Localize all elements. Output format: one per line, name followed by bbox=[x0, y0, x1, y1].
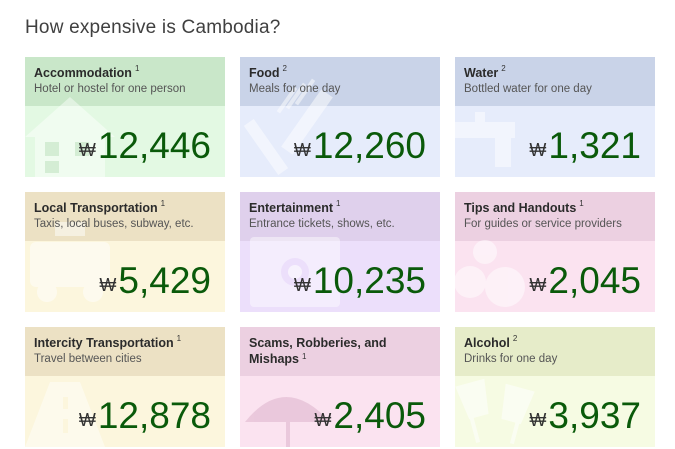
card-subtitle: Entrance tickets, shows, etc. bbox=[249, 218, 395, 230]
card-head bbox=[25, 57, 225, 106]
card-body bbox=[455, 106, 655, 177]
card-price: ₩12,878 bbox=[78, 395, 211, 436]
card-head bbox=[240, 327, 440, 376]
card-head bbox=[455, 192, 655, 241]
card-price: ₩2,045 bbox=[529, 260, 641, 301]
card-subtitle: Bottled water for one day bbox=[464, 83, 592, 95]
card-accommodation[interactable]: Accommodation 1 Hotel or hostel for one p… bbox=[25, 57, 225, 177]
card-head bbox=[240, 192, 440, 241]
card-subtitle: For guides or service providers bbox=[464, 218, 622, 230]
card-head bbox=[455, 327, 655, 376]
card-price: ₩2,405 bbox=[314, 395, 426, 436]
card-water[interactable]: Water 2 Bottled water for one day ₩1,321 bbox=[455, 57, 655, 177]
card-scams-robberies-mishaps[interactable]: Scams, Robberies, and Mishaps 1 ₩2,405 bbox=[240, 327, 440, 447]
card-subtitle: Taxis, local buses, subway, etc. bbox=[34, 218, 194, 230]
card-title: Tips and Handouts 1 bbox=[464, 199, 584, 215]
card-price: ₩5,429 bbox=[99, 260, 211, 301]
taxi-icon bbox=[30, 222, 110, 302]
page-title: How expensive is Cambodia? bbox=[25, 17, 281, 38]
card-title: Alcohol 2 bbox=[464, 334, 518, 350]
road-icon bbox=[25, 382, 105, 447]
card-head bbox=[240, 57, 440, 106]
card-price: ₩3,937 bbox=[529, 395, 641, 436]
coins-icon bbox=[455, 240, 525, 307]
card-tips-and-handouts[interactable]: Tips and Handouts 1 For guides or service… bbox=[455, 192, 655, 312]
card-subtitle: Drinks for one day bbox=[464, 353, 558, 365]
ticket-icon bbox=[250, 237, 340, 307]
faucet-icon bbox=[455, 112, 515, 167]
card-food[interactable]: Food 2 Meals for one day ₩12,260 bbox=[240, 57, 440, 177]
umbrella-icon bbox=[245, 397, 330, 447]
card-title: Food 2 bbox=[249, 64, 287, 80]
card-body bbox=[455, 376, 655, 447]
card-local-transportation[interactable]: Local Transportation 1 Taxis, local buses… bbox=[25, 192, 225, 312]
card-intercity-transportation[interactable]: Intercity Transportation 1 Travel between… bbox=[25, 327, 225, 447]
card-head bbox=[25, 327, 225, 376]
card-price: ₩12,260 bbox=[293, 125, 426, 166]
fork-knife-icon bbox=[243, 78, 333, 176]
card-title: Accommodation 1 bbox=[34, 64, 140, 80]
card-title: Intercity Transportation 1 bbox=[34, 334, 182, 350]
card-body bbox=[240, 241, 440, 312]
house-icon bbox=[25, 97, 115, 177]
card-title: Scams, Robberies, and Mishaps 1 bbox=[249, 336, 387, 366]
card-subtitle: Hotel or hostel for one person bbox=[34, 83, 186, 95]
card-subtitle: Meals for one day bbox=[249, 83, 341, 95]
card-price: ₩1,321 bbox=[529, 125, 641, 166]
card-title: Local Transportation 1 bbox=[34, 199, 166, 215]
card-body bbox=[240, 376, 440, 447]
card-entertainment[interactable]: Entertainment 1 Entrance tickets, shows, … bbox=[240, 192, 440, 312]
card-price: ₩12,446 bbox=[78, 125, 211, 166]
card-price: ₩10,235 bbox=[293, 260, 426, 301]
glasses-icon bbox=[455, 378, 535, 445]
card-subtitle: Travel between cities bbox=[34, 353, 142, 365]
card-body bbox=[25, 376, 225, 447]
card-title: Water 2 bbox=[464, 64, 506, 80]
card-title: Entertainment 1 bbox=[249, 199, 341, 215]
card-head bbox=[455, 57, 655, 106]
card-alcohol[interactable]: Alcohol 2 Drinks for one day ₩3,937 bbox=[455, 327, 655, 447]
